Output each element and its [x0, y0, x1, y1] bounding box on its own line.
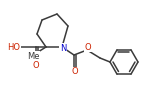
Text: HO: HO	[7, 42, 21, 51]
Text: O: O	[33, 60, 39, 69]
Text: O: O	[72, 68, 78, 77]
Text: N: N	[60, 43, 66, 52]
Text: O: O	[85, 42, 91, 51]
Text: Me: Me	[27, 51, 39, 60]
